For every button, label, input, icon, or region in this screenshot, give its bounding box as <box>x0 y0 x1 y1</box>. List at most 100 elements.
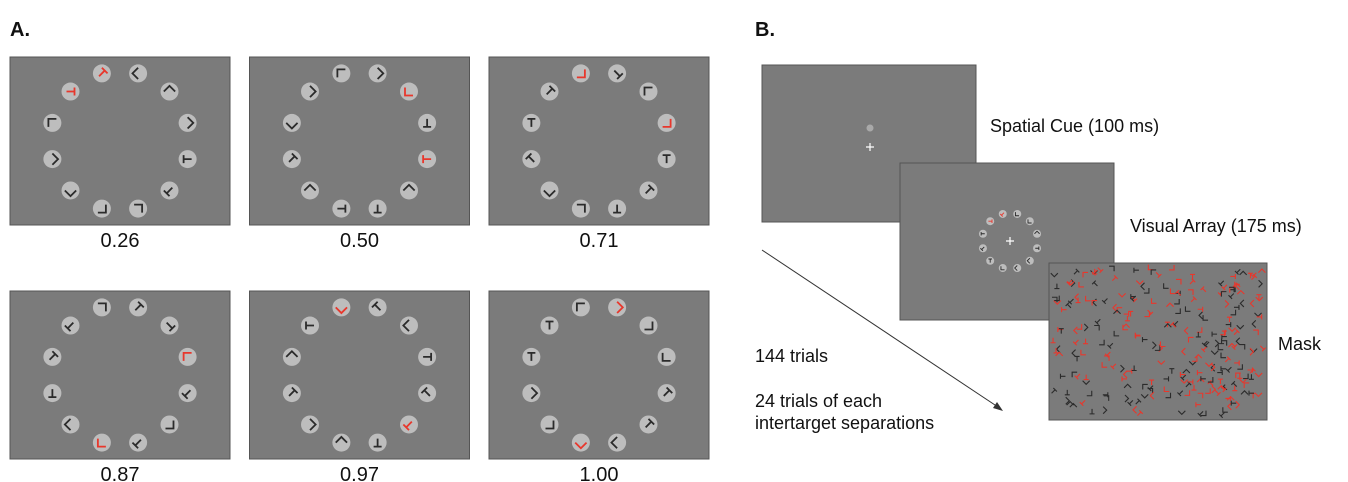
stimulus-letter <box>1197 392 1204 399</box>
stimulus-letter <box>1195 331 1201 338</box>
stimulus-letter <box>1132 405 1137 414</box>
stimulus-letter <box>1233 328 1240 336</box>
stimulus-letter <box>1229 286 1235 293</box>
stimulus-letter <box>1067 298 1074 305</box>
stimulus-disc <box>178 347 197 366</box>
stimulus-letter <box>1227 402 1232 411</box>
stimulus-letter <box>644 321 654 331</box>
stimulus-letter <box>1155 271 1162 279</box>
stimulus-letter <box>1220 329 1226 336</box>
stimulus-letter <box>1220 366 1226 372</box>
stimulus-letter <box>402 421 413 431</box>
stimulus-disc <box>639 316 658 335</box>
stimulus-letter <box>1214 339 1220 348</box>
stimulus-disc <box>129 64 148 83</box>
stimulus-letter <box>1065 302 1072 309</box>
stimulus-letter <box>1249 347 1255 356</box>
display-screen <box>249 56 470 226</box>
stimulus-letter <box>335 306 348 315</box>
stimulus-letter <box>1236 324 1245 330</box>
stimulus-letter <box>1247 367 1254 373</box>
stimulus-letter <box>1224 356 1232 363</box>
stimulus-letter <box>1078 281 1084 288</box>
stimulus-letter <box>309 418 317 431</box>
stimulus-disc <box>301 415 320 434</box>
stimulus-letter <box>1169 368 1175 374</box>
stimulus-letter <box>1259 345 1267 352</box>
stimulus-letter <box>576 69 586 79</box>
stimulus-letter <box>1075 297 1081 304</box>
stimulus-letter <box>1211 331 1218 337</box>
stimulus-letter <box>97 204 107 214</box>
stimulus-letter <box>1124 394 1130 403</box>
stimulus-letter <box>1127 400 1134 407</box>
stimulus-letter <box>645 184 655 194</box>
stimulus-letter <box>1147 387 1154 394</box>
stimulus-letter <box>1258 279 1263 288</box>
stimulus-letter <box>1200 346 1208 353</box>
stimulus-disc <box>998 264 1007 273</box>
stimulus-letter <box>643 86 653 96</box>
stimulus-letter <box>1094 318 1101 325</box>
stimulus-letter <box>1248 272 1257 278</box>
stimulus-letter <box>1069 402 1078 408</box>
stimulus-letter <box>1054 283 1060 290</box>
stimulus-letter <box>303 183 317 192</box>
stimulus-letter <box>1191 356 1198 362</box>
stimulus-letter <box>134 203 144 213</box>
stimulus-letter <box>1175 308 1181 314</box>
stimulus-letter <box>1034 230 1040 235</box>
stimulus-letter <box>336 68 346 78</box>
stimulus-letter <box>1184 390 1191 396</box>
stimulus-letter <box>1082 380 1091 386</box>
stimulus-disc <box>92 298 111 317</box>
stimulus-letter <box>288 152 299 163</box>
stimulus-letter <box>546 85 556 95</box>
stimulus-letter <box>1089 408 1095 415</box>
stimulus-disc <box>657 347 676 366</box>
stimulus-letter <box>1177 410 1186 416</box>
stimulus-letter <box>373 204 382 214</box>
stimulus-letter <box>1163 386 1170 393</box>
stimulus-letter <box>1058 328 1064 334</box>
stimulus-disc <box>571 433 590 452</box>
stimulus-letter <box>1217 378 1223 385</box>
stimulus-letter <box>1152 341 1157 350</box>
stimulus-disc <box>571 199 590 218</box>
stimulus-letter <box>1251 320 1257 328</box>
stimulus-letter <box>1064 389 1070 396</box>
stimulus-letter <box>1110 363 1117 370</box>
stimulus-letter <box>376 67 385 80</box>
stimulus-letter <box>1239 343 1246 350</box>
stimulus-letter <box>1234 268 1241 275</box>
stimulus-letter <box>1163 376 1170 382</box>
stimulus-letter <box>1225 322 1232 328</box>
stimulus-letter <box>423 352 433 361</box>
stimulus-letter <box>1072 339 1079 346</box>
arrow-head <box>993 402 1003 411</box>
stimulus-disc <box>399 316 418 335</box>
stimulus-disc <box>282 113 301 132</box>
display-label: 0.71 <box>580 230 619 252</box>
stimulus-letter <box>1228 327 1237 333</box>
stimulus-letter <box>1055 351 1064 357</box>
stimulus-disc <box>178 113 197 132</box>
stimulus-letter <box>1224 300 1230 308</box>
stimulus-letter <box>1027 219 1032 224</box>
stimulus-letter <box>1249 299 1255 308</box>
stimulus-letter <box>1226 395 1235 401</box>
stimulus-letter <box>988 219 993 224</box>
stimulus-disc <box>1033 229 1042 238</box>
stimulus-letter <box>1123 311 1130 317</box>
stimulus-disc <box>92 433 111 452</box>
stimulus-letter <box>165 420 175 430</box>
panel-b <box>761 64 1268 421</box>
stimulus-letter <box>1231 343 1238 351</box>
stimulus-letter <box>285 349 299 358</box>
stimulus-letter <box>1234 360 1240 366</box>
stimulus-letter <box>1188 360 1197 366</box>
stimulus-letter <box>1248 374 1254 380</box>
display-label: 0.87 <box>101 464 140 482</box>
panel-label: B. <box>755 19 775 41</box>
stimulus-letter <box>1194 353 1203 359</box>
